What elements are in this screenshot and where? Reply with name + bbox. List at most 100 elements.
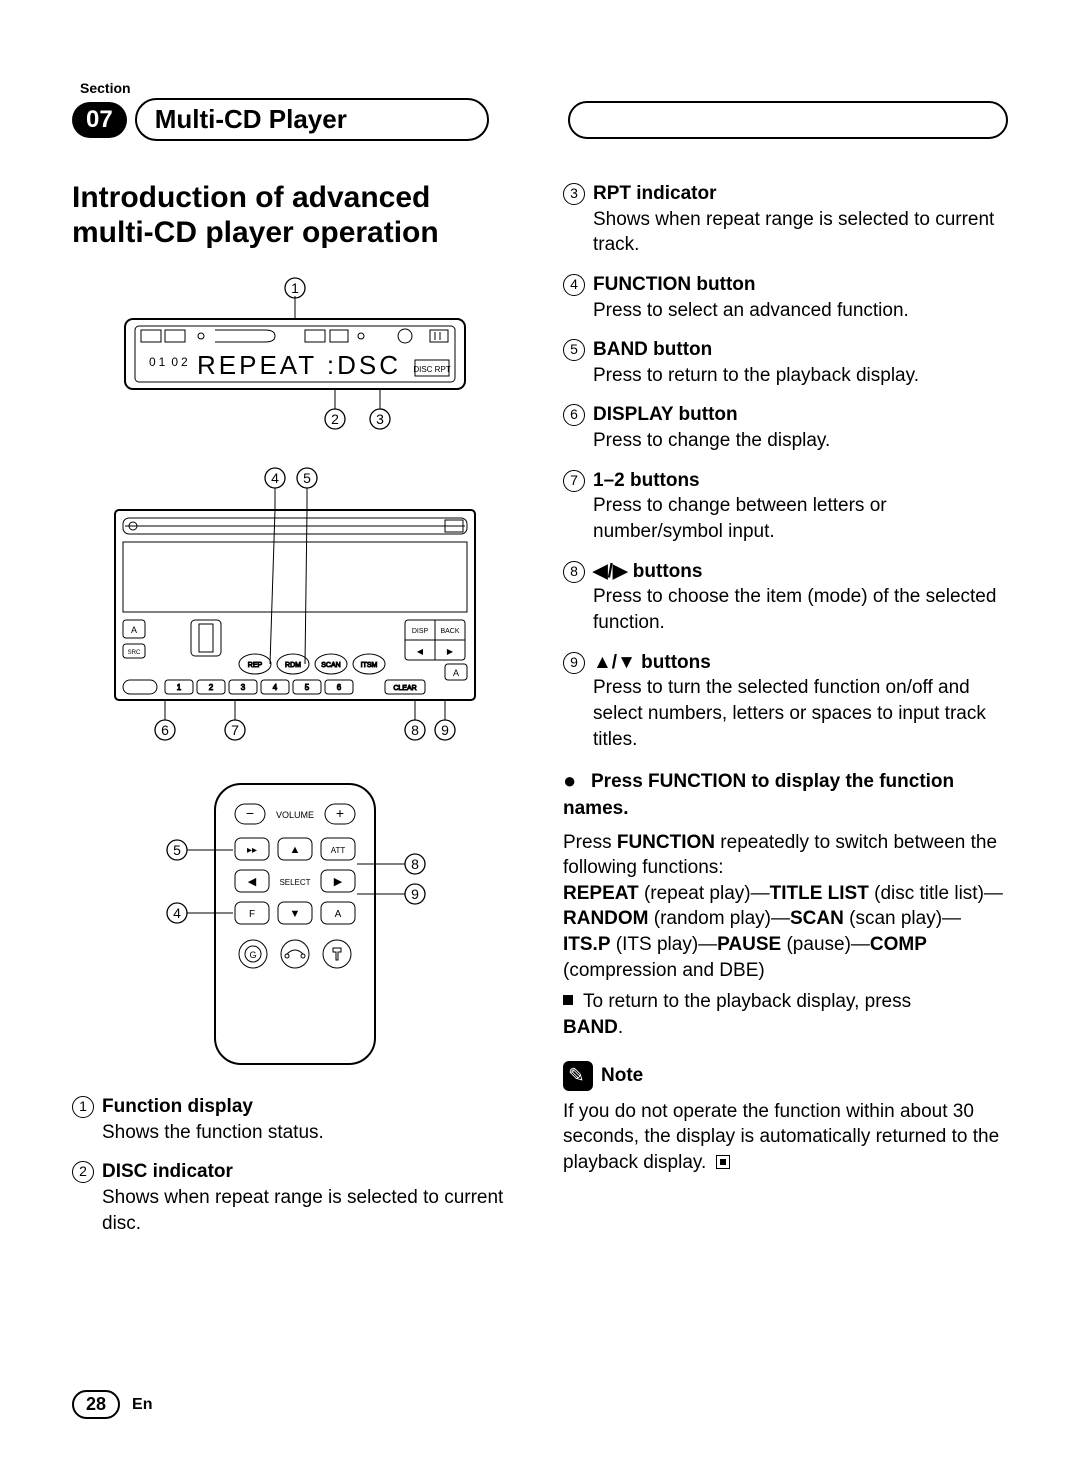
- item-title: ▲/▼ buttons: [593, 652, 711, 673]
- svg-text:DISC RPT: DISC RPT: [413, 365, 450, 374]
- item-desc: Press to change between letters or numbe…: [593, 493, 1008, 544]
- function-name: REPEAT: [563, 883, 639, 904]
- svg-text:9: 9: [441, 722, 449, 738]
- svg-text:1: 1: [176, 683, 181, 692]
- item-desc: Press to turn the selected function on/o…: [593, 675, 1008, 752]
- list-item: 7 1–2 buttons Press to change between let…: [563, 468, 1008, 545]
- page-heading: Introduction of advanced multi-CD player…: [72, 181, 517, 250]
- instruction-body: Press FUNCTION repeatedly to switch betw…: [563, 830, 1008, 881]
- section-label: Section: [80, 80, 1008, 96]
- svg-text:G: G: [249, 950, 256, 960]
- section-number-badge: 07: [72, 102, 127, 138]
- item-number: 2: [72, 1161, 94, 1183]
- svg-text:5: 5: [303, 470, 311, 486]
- square-bullet-icon: [563, 995, 573, 1005]
- svg-text:3: 3: [240, 683, 245, 692]
- function-name: COMP: [870, 934, 927, 955]
- text: .: [618, 1017, 623, 1038]
- note-text: If you do not operate the function withi…: [563, 1099, 1008, 1176]
- text-bold: FUNCTION: [617, 832, 715, 853]
- function-name: RANDOM: [563, 908, 649, 929]
- end-mark-icon: [716, 1155, 730, 1169]
- item-number: 3: [563, 183, 585, 205]
- function-sequence: REPEAT (repeat play)—TITLE LIST (disc ti…: [563, 881, 1008, 984]
- svg-text:4: 4: [271, 470, 279, 486]
- svg-text:4: 4: [272, 683, 277, 692]
- svg-text:ATT: ATT: [330, 846, 345, 855]
- function-name: TITLE LIST: [770, 883, 869, 904]
- svg-text:DISP: DISP: [411, 628, 428, 635]
- svg-text:◀: ◀: [416, 647, 423, 656]
- text: To return to the playback display, press: [583, 991, 911, 1012]
- chapter-pill-empty: [568, 101, 1008, 139]
- text: (scan play)—: [844, 908, 961, 929]
- item-title: RPT indicator: [593, 183, 717, 204]
- text: Press: [563, 832, 617, 853]
- svg-text:A: A: [130, 625, 136, 635]
- svg-text:▼: ▼: [289, 908, 300, 920]
- item-title: BAND button: [593, 339, 712, 360]
- svg-text:A: A: [452, 668, 458, 678]
- item-title: Function display: [102, 1096, 253, 1117]
- svg-text:BACK: BACK: [440, 628, 459, 635]
- instruction-block: ●Press FUNCTION to display the function …: [563, 766, 1008, 821]
- item-title: DISC indicator: [102, 1161, 233, 1182]
- function-name: PAUSE: [717, 934, 781, 955]
- svg-text:5: 5: [304, 683, 309, 692]
- svg-text:8: 8: [411, 722, 419, 738]
- item-number: 6: [563, 404, 585, 426]
- list-item: 8◀/▶ buttons Press to choose the item (m…: [563, 559, 1008, 636]
- svg-text:▲: ▲: [289, 844, 300, 856]
- svg-text:8: 8: [411, 856, 419, 872]
- note-icon: [563, 1061, 593, 1091]
- list-item: 5 BAND button Press to return to the play…: [563, 337, 1008, 388]
- text: (pause)—: [781, 934, 870, 955]
- item-desc: Shows the function status.: [102, 1120, 517, 1146]
- svg-text:9: 9: [411, 886, 419, 902]
- svg-text:F: F: [248, 909, 254, 920]
- bullet-icon: ●: [563, 766, 591, 796]
- callout-2: 2: [331, 411, 339, 427]
- svg-text:REP: REP: [247, 662, 262, 669]
- svg-text:7: 7: [231, 722, 239, 738]
- svg-text:6: 6: [161, 722, 169, 738]
- item-number: 5: [563, 339, 585, 361]
- item-number: 7: [563, 470, 585, 492]
- item-number: 1: [72, 1096, 94, 1118]
- right-column: 3 RPT indicator Shows when repeat range i…: [563, 181, 1008, 1250]
- callout-3: 3: [376, 411, 384, 427]
- list-item: 6 DISPLAY button Press to change the disp…: [563, 402, 1008, 453]
- item-desc: Press to return to the playback display.: [593, 363, 1008, 389]
- text: (compression and DBE): [563, 960, 765, 981]
- item-title: 1–2 buttons: [593, 470, 700, 491]
- item-desc: Press to select an advanced function.: [593, 298, 1008, 324]
- item-desc: Shows when repeat range is selected to c…: [593, 207, 1008, 258]
- language-code: En: [132, 1396, 152, 1414]
- svg-text:−: −: [245, 805, 253, 821]
- text: (disc title list)—: [869, 883, 1003, 904]
- lcd-text: 0102: [149, 355, 191, 369]
- left-column: Introduction of advanced multi-CD player…: [72, 181, 517, 1250]
- text: (repeat play)—: [639, 883, 770, 904]
- figure-remote: − VOLUME + ▸▸ ▲ ATT ◀ SELECT ▶ F ▼ A G 5: [125, 774, 465, 1074]
- item-title: DISPLAY button: [593, 404, 738, 425]
- item-desc: Shows when repeat range is selected to c…: [102, 1185, 517, 1236]
- text-bold: BAND: [563, 1017, 618, 1038]
- chapter-title-pill: Multi-CD Player: [135, 98, 489, 141]
- svg-text:2: 2: [208, 683, 213, 692]
- callout-1: 1: [291, 280, 299, 296]
- note-label: Note: [601, 1065, 643, 1087]
- svg-text:+: +: [335, 805, 343, 821]
- return-instruction: To return to the playback display, press…: [563, 989, 1008, 1040]
- item-desc: Press to change the display.: [593, 428, 1008, 454]
- svg-text:▸▸: ▸▸: [246, 845, 256, 856]
- list-item: 4FUNCTION button Press to select an adva…: [563, 272, 1008, 323]
- content-columns: Introduction of advanced multi-CD player…: [72, 181, 1008, 1250]
- list-item: 9 ▲/▼ buttons Press to turn the selected …: [563, 650, 1008, 753]
- svg-text:▶: ▶: [333, 876, 342, 888]
- item-title: ◀/▶ buttons: [593, 561, 702, 582]
- header-row: 07 Multi-CD Player: [72, 98, 1008, 141]
- svg-text:◀: ◀: [247, 876, 256, 888]
- item-number: 9: [563, 652, 585, 674]
- text: If you do not operate the function withi…: [563, 1101, 999, 1173]
